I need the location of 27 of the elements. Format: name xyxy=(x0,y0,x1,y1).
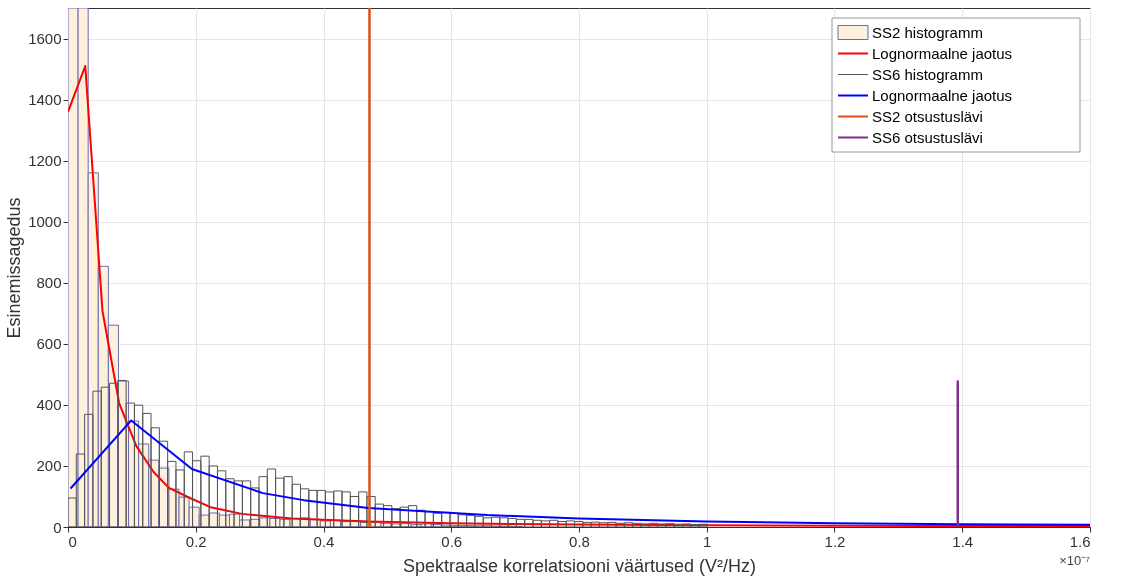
y-axis-title: Esinemissagedus xyxy=(4,197,25,339)
y-tick-label: 1200 xyxy=(28,152,62,170)
x-tick-label: 0.4 xyxy=(313,532,335,550)
y-tick-label: 1400 xyxy=(28,91,62,109)
x-tick-label: 1.2 xyxy=(824,532,846,550)
x-tick-label: 0.6 xyxy=(441,532,463,550)
y-tick-label: 400 xyxy=(36,396,62,414)
x-tick-label: 1.6 xyxy=(1069,532,1091,550)
legend-label: SS6 histogramm xyxy=(872,65,983,83)
y-tick-label: 800 xyxy=(36,274,62,292)
legend-label: SS6 otsustuslävi xyxy=(872,128,983,146)
y-tick-label: 1000 xyxy=(28,213,62,231)
legend-label: SS2 otsustuslävi xyxy=(872,107,983,125)
text: ×10⁻⁷ xyxy=(1059,553,1091,568)
legend-label: Lognormaalne jaotus xyxy=(872,86,1013,104)
y-tick-label: 200 xyxy=(36,457,62,475)
legend-label: SS2 histogramm xyxy=(872,23,983,41)
y-tick-label: 1600 xyxy=(28,30,62,48)
x-axis-title: Spektraalse korrelatsiooni väärtused (V²/Hz) xyxy=(402,555,757,576)
y-tick-label: 0 xyxy=(53,518,62,536)
x-tick-label: 1 xyxy=(703,532,712,550)
x-tick-label: 0.2 xyxy=(185,532,207,550)
legend-label: Lognormaalne jaotus xyxy=(872,44,1013,62)
x-tick-label: 0.8 xyxy=(569,532,590,550)
x-tick-label: 0 xyxy=(68,532,77,550)
y-tick-label: 600 xyxy=(36,335,62,353)
x-tick-label: 1.4 xyxy=(952,532,974,550)
